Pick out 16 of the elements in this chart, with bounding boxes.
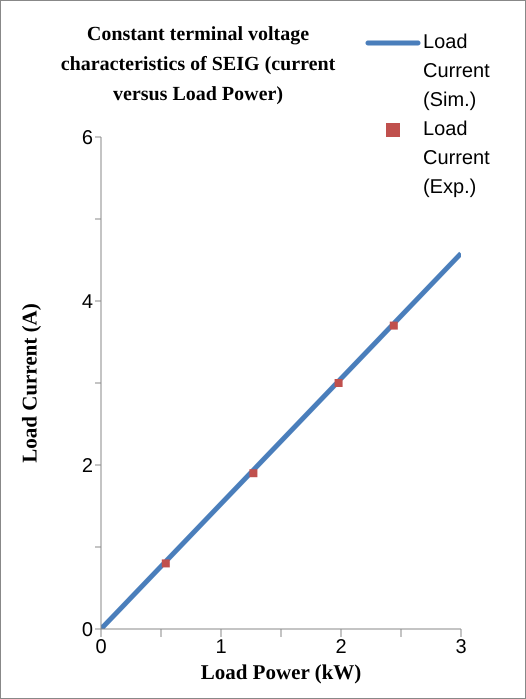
x-tick-label: 1 [215, 636, 227, 658]
legend-label: Load Current (Sim.) [423, 30, 491, 113]
point [162, 559, 170, 568]
point [249, 469, 258, 478]
y-tick-label: 2 [82, 455, 93, 478]
y-tick-label: 6 [82, 127, 93, 150]
point [334, 379, 343, 387]
point [390, 322, 398, 330]
chart-title: Constant terminal voltage characteristics of SEIG (current versus Load Power) [60, 22, 336, 107]
x-axis-title: Load Power (kW) [200, 660, 362, 684]
y-tick-label: 4 [82, 291, 93, 314]
x-tick-label: 2 [335, 636, 347, 658]
legend-label: Load Current (Exp.) [423, 117, 491, 200]
y-tick-label: 0 [82, 619, 93, 642]
x-tick-label: 3 [455, 636, 467, 658]
y-axis-title: Load Current (A) [17, 303, 42, 463]
